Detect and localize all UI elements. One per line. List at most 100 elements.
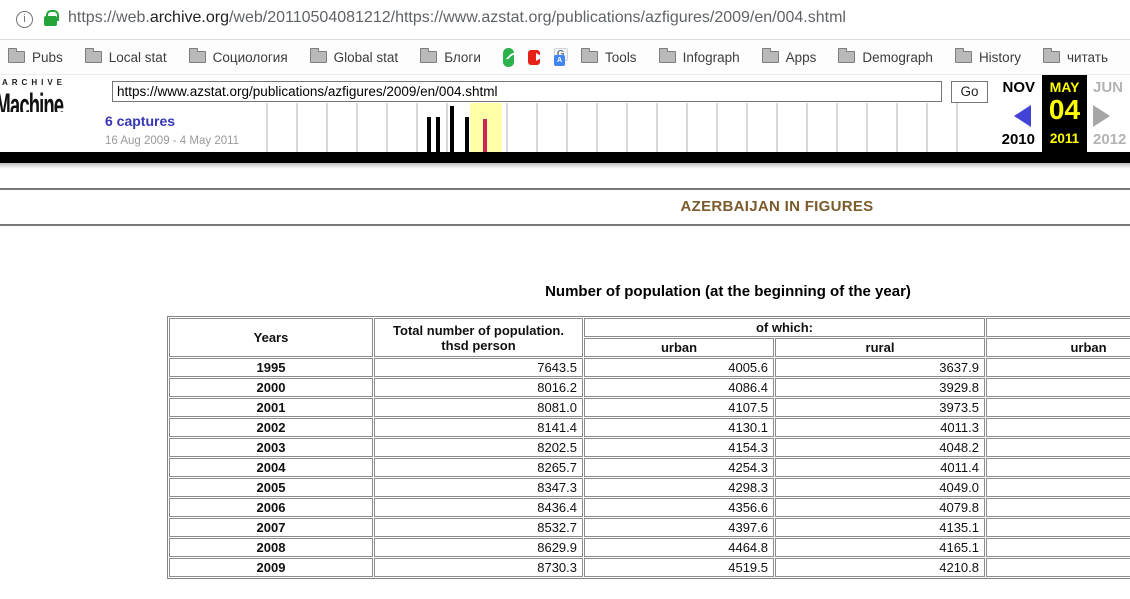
- bookmark-folder-read[interactable]: читать: [1042, 48, 1108, 65]
- bookmark-label: Социология: [212, 49, 288, 65]
- bookmark-label: Local stat: [108, 49, 167, 65]
- rural-cell: 4210.8: [775, 558, 985, 577]
- bookmark-folder-pubs[interactable]: Pubs: [8, 48, 63, 65]
- urban-cell: 4130.1: [584, 418, 774, 437]
- bookmark-label: Demograph: [862, 49, 933, 65]
- selected-capture-bar[interactable]: [483, 119, 487, 152]
- folder-icon: [581, 48, 599, 63]
- wayback-machine-logo[interactable]: ARCHIVE kMachine: [0, 78, 86, 112]
- rural-cell: 4049.0: [775, 478, 985, 497]
- rural-cell: 4011.3: [775, 418, 985, 437]
- bookmark-label: Блоги: [444, 49, 481, 65]
- col-header-rural: rural: [775, 338, 985, 357]
- translate-icon[interactable]: G A: [553, 48, 568, 66]
- total-cell: 8730.3: [374, 558, 583, 577]
- year-cell: 2002: [169, 418, 373, 437]
- table-header-row: Years Total number of population. thsd pe…: [169, 318, 1130, 357]
- capture-bar[interactable]: [436, 117, 440, 152]
- prev-month-label[interactable]: NOV: [1002, 79, 1035, 96]
- logo-machine-text: kMachine: [0, 88, 64, 112]
- bookmark-label: Global stat: [333, 49, 399, 65]
- current-month-label: MAY: [1049, 79, 1080, 95]
- pct-urban-cell: [986, 458, 1130, 477]
- pct-urban-cell: [986, 398, 1130, 417]
- next-year-label[interactable]: 2012: [1093, 131, 1127, 148]
- capture-bar[interactable]: [427, 117, 431, 152]
- pct-urban-cell: [986, 438, 1130, 457]
- rural-cell: 4079.8: [775, 498, 985, 517]
- prev-capture-arrow-icon[interactable]: [1014, 105, 1031, 127]
- bookmark-folder-local-stat[interactable]: Local stat: [84, 48, 167, 65]
- feedly-icon[interactable]: [502, 47, 514, 67]
- table-row: 2009 8730.3 4519.5 4210.8: [169, 558, 1130, 577]
- rural-cell: 3637.9: [775, 358, 985, 377]
- bookmark-folder-blogs[interactable]: Блоги: [420, 48, 481, 65]
- go-button[interactable]: Go: [951, 81, 988, 103]
- wayback-url-input[interactable]: [112, 81, 942, 102]
- urban-cell: 4254.3: [584, 458, 774, 477]
- url-text[interactable]: https://web.archive.org/web/201105040812…: [68, 9, 846, 27]
- table-row: 2001 8081.0 4107.5 3973.5: [169, 398, 1130, 417]
- capture-bar[interactable]: [450, 106, 454, 152]
- col-header-of-which: of which:: [584, 318, 985, 337]
- logo-archive-text: ARCHIVE: [2, 78, 67, 87]
- table-row: 1995 7643.5 4005.6 3637.9: [169, 358, 1130, 377]
- total-cell: 8347.3: [374, 478, 583, 497]
- table-row: 2002 8141.4 4130.1 4011.3: [169, 418, 1130, 437]
- bookmark-label: Infograph: [682, 49, 740, 65]
- total-cell: 7643.5: [374, 358, 583, 377]
- total-header-line1: Total number of population.: [393, 322, 564, 338]
- browser-address-bar[interactable]: i https://web.archive.org/web/2011050408…: [0, 0, 1130, 40]
- total-cell: 8202.5: [374, 438, 583, 457]
- total-cell: 8016.2: [374, 378, 583, 397]
- pct-urban-cell: [986, 418, 1130, 437]
- horizontal-rule: [0, 188, 1130, 190]
- urban-cell: 4154.3: [584, 438, 774, 457]
- folder-icon: [84, 48, 102, 63]
- rural-cell: 3973.5: [775, 398, 985, 417]
- translate-badge: A: [554, 55, 566, 66]
- bookmark-folder-global-stat[interactable]: Global stat: [309, 48, 399, 65]
- bookmark-label: Apps: [785, 49, 817, 65]
- urban-cell: 4298.3: [584, 478, 774, 497]
- table-row: 2000 8016.2 4086.4 3929.8: [169, 378, 1130, 397]
- table-caption: Number of population (at the beginning o…: [545, 283, 911, 300]
- capture-timeline[interactable]: [238, 103, 960, 152]
- table-row: 2008 8629.9 4464.8 4165.1: [169, 538, 1130, 557]
- urban-cell: 4464.8: [584, 538, 774, 557]
- bookmark-folder-apps[interactable]: Apps: [761, 48, 817, 65]
- bookmark-folder-infograph[interactable]: Infograph: [658, 48, 740, 65]
- table-row: 2003 8202.5 4154.3 4048.2: [169, 438, 1130, 457]
- prev-year-label[interactable]: 2010: [1001, 131, 1035, 148]
- folder-icon: [761, 48, 779, 63]
- captures-link[interactable]: 6 captures: [105, 113, 176, 129]
- table-row: 2007 8532.7 4397.6 4135.1: [169, 518, 1130, 537]
- horizontal-rule: [0, 224, 1130, 226]
- next-month-label[interactable]: JUN: [1093, 79, 1124, 96]
- pct-urban-cell: [986, 538, 1130, 557]
- next-capture-arrow-icon[interactable]: [1093, 105, 1110, 127]
- table-row: 2005 8347.3 4298.3 4049.0: [169, 478, 1130, 497]
- year-cell: 2000: [169, 378, 373, 397]
- rural-cell: 4048.2: [775, 438, 985, 457]
- year-cell: 1995: [169, 358, 373, 377]
- bookmark-folder-sociology[interactable]: Социология: [188, 48, 288, 65]
- total-cell: 8265.7: [374, 458, 583, 477]
- bookmark-folder-history[interactable]: History: [954, 48, 1021, 65]
- bookmark-label: Pubs: [32, 49, 63, 65]
- table-row: 2006 8436.4 4356.6 4079.8: [169, 498, 1130, 517]
- bookmark-folder-demograph[interactable]: Demograph: [838, 48, 933, 65]
- secure-lock-icon[interactable]: [44, 10, 59, 26]
- bookmark-label: History: [978, 49, 1021, 65]
- capture-bar[interactable]: [465, 117, 469, 152]
- current-day-label: 04: [1048, 94, 1081, 125]
- bookmark-folder-tools[interactable]: Tools: [581, 48, 637, 65]
- year-cell: 2007: [169, 518, 373, 537]
- page-info-icon[interactable]: i: [16, 11, 33, 28]
- archived-page-content: AZERBAIJAN IN FIGURES Number of populati…: [0, 188, 1130, 579]
- folder-icon: [420, 48, 438, 63]
- current-year-label: 2011: [1049, 131, 1080, 146]
- youtube-icon[interactable]: [527, 49, 543, 65]
- page-title: AZERBAIJAN IN FIGURES: [680, 198, 874, 215]
- col-header-urban: urban: [584, 338, 774, 357]
